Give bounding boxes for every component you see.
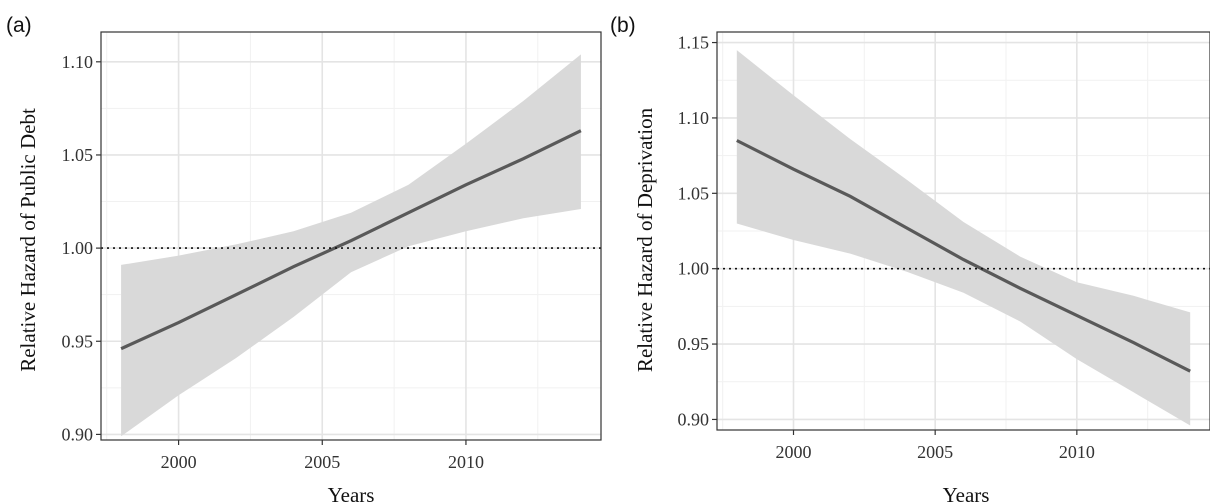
panel-a-y-tick-label: 0.95 — [62, 331, 94, 351]
panel-b: (b) Years Relative Hazard of Deprivation… — [610, 14, 1210, 504]
panel-a-plot-border — [100, 31, 602, 441]
panel-b-letter: (b) — [610, 14, 636, 37]
panel-a-x-tick-label: 2010 — [448, 452, 484, 472]
panel-b-plot-border — [716, 31, 1210, 431]
panel-b-y-tick-label: 1.10 — [678, 108, 710, 128]
panel-a-x-tick-label: 2000 — [161, 452, 197, 472]
panel-a-letter: (a) — [6, 14, 32, 37]
panel-b-y-axis-title: Relative Hazard of Deprivation — [633, 107, 657, 372]
panel-b-x-tick-label: 2005 — [917, 442, 953, 462]
panel-a-y-axis-title: Relative Hazard of Public Debt — [16, 108, 40, 372]
panel-b-y-tick-label: 0.90 — [678, 409, 710, 429]
panel-b-confidence-band — [736, 50, 1191, 426]
panel-a: (a) Years Relative Hazard of Public Debt… — [6, 14, 602, 504]
panel-a-confidence-band — [121, 54, 581, 437]
panel-a-y-tick-label: 1.10 — [62, 52, 94, 72]
panel-a-fitted-line — [120, 129, 582, 351]
panel-a-y-tick-label: 1.05 — [62, 145, 94, 165]
panel-a-y-tick-label: 0.90 — [62, 424, 94, 444]
panel-b-y-tick-label: 1.05 — [678, 183, 710, 203]
panel-a-x-axis-title: Years — [328, 483, 375, 504]
panel-b-y-tick-label: 1.00 — [678, 259, 710, 279]
panel-b-fitted-line — [736, 139, 1191, 373]
panel-a-x-tick-label: 2005 — [304, 452, 340, 472]
panel-b-x-tick-label: 2010 — [1059, 442, 1095, 462]
panel-b-y-tick-label: 0.95 — [678, 334, 710, 354]
panel-b-x-axis-title: Years — [943, 483, 990, 504]
panel-a-y-tick-label: 1.00 — [62, 238, 94, 258]
panel-b-x-tick-label: 2000 — [776, 442, 812, 462]
panel-b-y-tick-label: 1.15 — [678, 33, 710, 53]
